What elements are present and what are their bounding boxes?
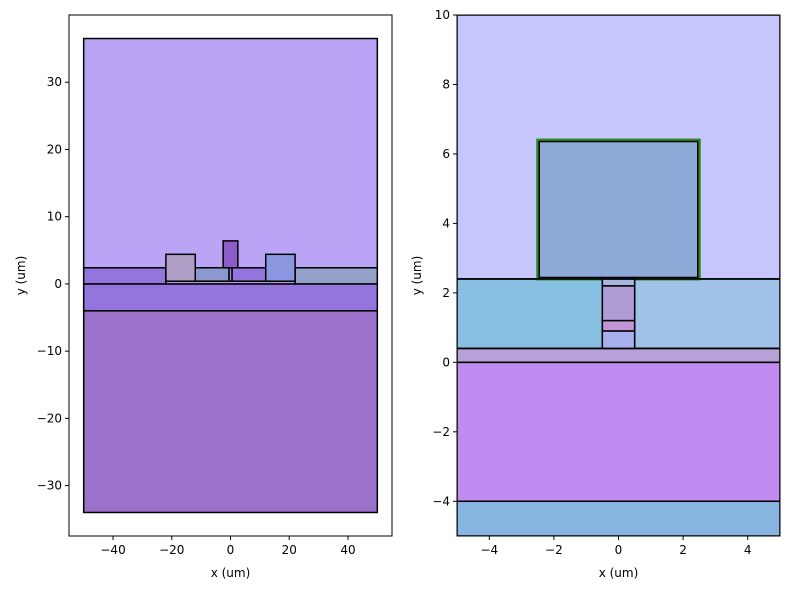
x-tick-label: 0 bbox=[615, 543, 623, 557]
y-tick-label: 10 bbox=[47, 210, 62, 224]
left-plot-panel: −40 −20 0 20 40 −30 −20 −10 0 10 20 30 x (um) y (um) bbox=[14, 14, 393, 580]
rect-slab-right bbox=[633, 278, 780, 350]
rect-slab-left bbox=[457, 278, 604, 350]
x-axis-label: x (um) bbox=[599, 566, 639, 580]
x-tick-label: −4 bbox=[480, 543, 498, 557]
x-tick-label: −20 bbox=[159, 543, 184, 557]
plot-area bbox=[457, 15, 780, 536]
x-tick-label: 4 bbox=[744, 543, 752, 557]
y-tick-label: 8 bbox=[442, 77, 450, 91]
plot-area bbox=[82, 37, 379, 514]
y-tick-label: 0 bbox=[54, 277, 62, 291]
y-tick-label: −30 bbox=[37, 479, 62, 493]
y-tick-label: 2 bbox=[442, 286, 450, 300]
x-tick-label: 20 bbox=[282, 543, 297, 557]
x-tick-label: 0 bbox=[227, 543, 235, 557]
x-tick-label: 2 bbox=[679, 543, 687, 557]
rect-core-top bbox=[601, 278, 636, 287]
rect-box-layer bbox=[457, 361, 780, 503]
rect-slab-center-right bbox=[231, 267, 270, 282]
rect-core-bottom bbox=[601, 330, 636, 350]
x-axis-label: x (um) bbox=[211, 566, 251, 580]
x-tick-label: 40 bbox=[340, 543, 355, 557]
y-tick-label: −10 bbox=[37, 344, 62, 358]
rect-substrate bbox=[457, 500, 780, 536]
rect-box-layer bbox=[82, 283, 379, 312]
x-tick-label: −40 bbox=[100, 543, 125, 557]
y-tick-label: 20 bbox=[47, 142, 62, 156]
x-tick-label: −2 bbox=[545, 543, 563, 557]
y-tick-label: −20 bbox=[37, 411, 62, 425]
y-tick-label: −2 bbox=[432, 425, 450, 439]
y-tick-label: 10 bbox=[435, 8, 450, 22]
y-tick-label: 0 bbox=[442, 355, 450, 369]
rect-slab-center-left bbox=[191, 267, 230, 282]
rect-core-upper bbox=[601, 285, 636, 322]
y-tick-label: −4 bbox=[432, 494, 450, 508]
y-tick-label: 30 bbox=[47, 75, 62, 89]
rect-slab-right bbox=[294, 267, 379, 285]
rect-center-core bbox=[228, 267, 233, 282]
rect-center-waveguide bbox=[222, 240, 239, 269]
rect-slab-left bbox=[82, 267, 167, 285]
y-axis-label: y (um) bbox=[14, 256, 28, 296]
rect-top-cladding bbox=[82, 37, 379, 269]
rect-right-electrode bbox=[264, 253, 296, 282]
y-axis-label: y (um) bbox=[410, 256, 424, 296]
y-tick-label: 4 bbox=[442, 216, 450, 230]
y-tick-label: 6 bbox=[442, 147, 450, 161]
rect-bottom-substrate bbox=[82, 310, 379, 514]
rect-waveguide bbox=[537, 139, 700, 280]
rect-thin-layer bbox=[457, 347, 780, 364]
rect-inner-outline-waveguide bbox=[538, 140, 699, 279]
rect-core-mid bbox=[601, 319, 636, 332]
right-plot-panel: −4 −2 0 2 4 −4 −2 0 2 4 6 8 10 x (um) y (um) bbox=[410, 8, 781, 580]
rect-left-electrode bbox=[165, 253, 197, 282]
